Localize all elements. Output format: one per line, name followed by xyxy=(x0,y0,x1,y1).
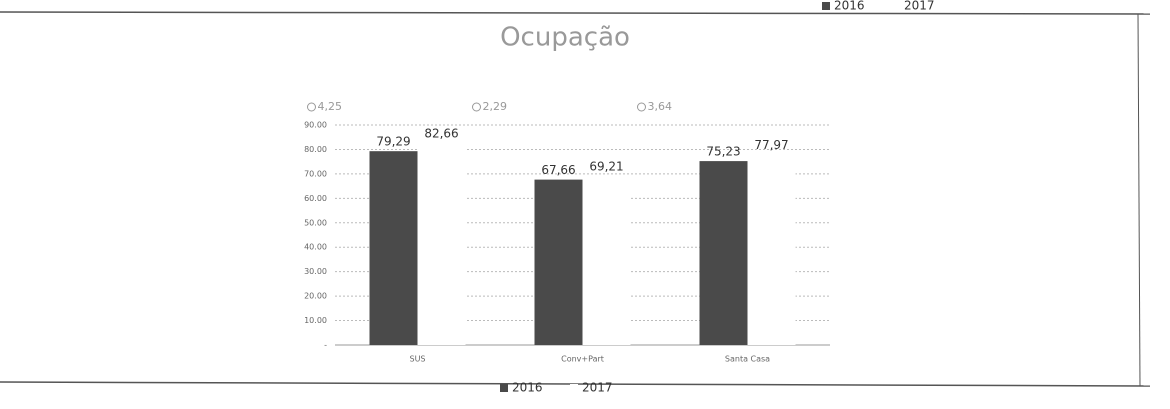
x-tick-label: Santa Casa xyxy=(725,355,770,364)
legend-label: 2017 xyxy=(582,381,613,395)
y-tick-label: 80.00 xyxy=(304,145,327,154)
value-label: 82,66 xyxy=(424,126,458,140)
legend-swatch xyxy=(892,2,900,10)
y-tick-label: 70.00 xyxy=(304,169,327,178)
bar xyxy=(369,151,418,345)
annotation: 2,29 xyxy=(483,100,508,113)
chart-title: Ocupação xyxy=(500,23,630,53)
y-tick-label: 50.00 xyxy=(304,218,327,227)
frame-top xyxy=(0,11,1151,15)
frame-right xyxy=(1137,13,1141,387)
annotation-icon xyxy=(637,102,646,112)
value-label: 77,97 xyxy=(754,138,788,152)
annotation-icon xyxy=(472,102,481,112)
value-label: 69,21 xyxy=(589,159,623,173)
y-tick-label: 40.00 xyxy=(304,243,327,252)
annotation: 4,25 xyxy=(318,100,343,113)
y-tick-label: 30.00 xyxy=(304,267,327,276)
value-label: 75,23 xyxy=(706,145,740,159)
y-tick-label: 90.00 xyxy=(304,121,327,130)
y-tick-label: 10.00 xyxy=(304,316,327,325)
bar xyxy=(699,161,748,345)
annotation: 3,64 xyxy=(648,100,673,113)
legend-swatch xyxy=(500,384,508,392)
legend-swatch xyxy=(822,2,830,10)
value-label: 79,29 xyxy=(376,135,410,149)
bar xyxy=(534,179,583,345)
legend-label: 2016 xyxy=(834,0,865,13)
y-tick-label: 20.00 xyxy=(304,292,327,301)
y-tick-label: 60.00 xyxy=(304,194,327,203)
x-tick-label: SUS xyxy=(409,355,425,364)
legend-label: 2017 xyxy=(904,0,935,13)
bar xyxy=(417,142,466,345)
legend-swatch xyxy=(570,384,578,392)
y-tick-label: - xyxy=(324,341,327,350)
bar xyxy=(582,175,631,345)
bar xyxy=(747,154,796,345)
x-tick-label: Conv+Part xyxy=(561,355,604,364)
legend-label: 2016 xyxy=(512,381,543,395)
annotation-icon xyxy=(307,102,316,112)
value-label: 67,66 xyxy=(541,163,575,177)
